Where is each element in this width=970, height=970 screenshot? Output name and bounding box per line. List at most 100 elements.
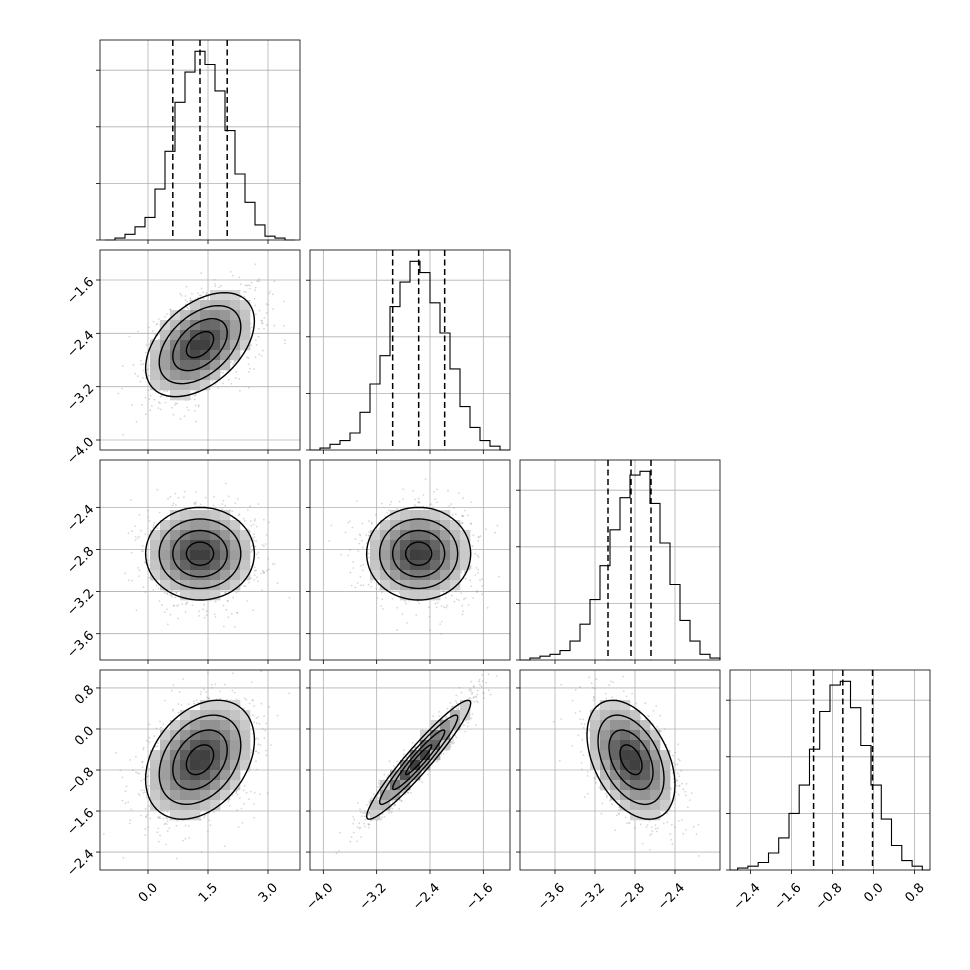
density-cell — [180, 510, 191, 521]
scatter-point — [130, 808, 133, 811]
scatter-point — [213, 278, 216, 281]
scatter-point — [401, 613, 404, 615]
scatter-point — [142, 550, 145, 553]
scatter-point — [194, 410, 196, 412]
density-cell — [170, 570, 181, 581]
scatter-point — [389, 503, 391, 506]
scatter-point — [257, 551, 260, 554]
scatter-point — [141, 544, 144, 547]
scatter-point — [460, 570, 463, 572]
scatter-point — [476, 554, 479, 557]
scatter-point — [253, 803, 256, 805]
scatter-point — [454, 590, 457, 593]
scatter-point — [138, 513, 141, 516]
density-cell — [370, 560, 381, 571]
scatter-point — [179, 418, 182, 420]
scatter-point — [396, 629, 398, 632]
scatter-point — [200, 287, 203, 290]
scatter-point — [255, 539, 257, 542]
scatter-point — [211, 380, 214, 383]
density-cell — [240, 560, 251, 571]
density-cell — [160, 550, 171, 561]
density-cell — [170, 310, 181, 321]
scatter-point — [244, 284, 247, 286]
scatter-point — [213, 613, 216, 616]
scatter-point — [253, 519, 256, 522]
scatter-point — [462, 610, 464, 613]
density-cell — [160, 370, 171, 381]
density-cell — [160, 320, 171, 331]
contour-level — [392, 529, 446, 578]
density-cell — [420, 520, 431, 531]
scatter-point — [237, 514, 240, 517]
contour-level — [185, 331, 215, 359]
scatter-point — [207, 672, 209, 675]
density-cell — [150, 560, 161, 571]
density-cell — [200, 560, 211, 571]
scatter-point — [477, 568, 480, 571]
scatter-point — [151, 330, 154, 333]
density-cell — [210, 310, 221, 321]
scatter-point — [173, 604, 176, 607]
density-cell — [210, 360, 221, 371]
scatter-point — [156, 742, 159, 745]
y-tick-label: −3.2 — [64, 586, 97, 619]
density-cell — [420, 570, 431, 581]
density-cell — [390, 530, 401, 541]
scatter-point — [248, 287, 251, 290]
scatter-point — [406, 622, 408, 624]
scatter-point — [463, 598, 465, 601]
scatter-point — [125, 785, 128, 788]
scatter-point — [224, 591, 227, 594]
scatter-point — [183, 496, 185, 499]
scatter-point — [148, 784, 151, 787]
density-cell — [420, 510, 431, 521]
density-cell — [170, 560, 181, 571]
scatter-point — [127, 532, 130, 535]
density-cell — [410, 530, 421, 541]
scatter-point — [186, 300, 189, 303]
scatter-point — [368, 531, 370, 534]
scatter-point — [150, 405, 153, 407]
scatter-point — [481, 585, 483, 587]
scatter-point — [147, 367, 150, 370]
scatter-point — [396, 606, 399, 609]
contour-level — [405, 541, 433, 567]
density-cell — [200, 550, 211, 561]
scatter-point — [386, 518, 389, 521]
density-cell — [200, 520, 211, 531]
scatter-point — [146, 369, 148, 371]
scatter-point — [231, 510, 234, 513]
density-cell — [200, 300, 211, 311]
scatter-point — [461, 521, 464, 524]
density-cell — [410, 580, 421, 591]
density-cell — [190, 350, 201, 361]
scatter-point — [155, 584, 158, 587]
density-cell — [210, 370, 221, 381]
density-cell — [200, 310, 211, 321]
scatter-point — [258, 327, 260, 330]
scatter-point — [418, 501, 421, 504]
scatter-point — [247, 356, 250, 359]
scatter-point — [252, 537, 254, 540]
scatter-point — [234, 502, 237, 505]
scatter-point — [130, 551, 133, 554]
scatter-point — [263, 572, 265, 574]
density-cell — [410, 510, 421, 521]
scatter-point — [244, 519, 246, 522]
scatter-point — [147, 389, 150, 392]
density-cell — [160, 560, 171, 571]
scatter-point — [251, 549, 254, 552]
scatter-point — [157, 407, 160, 410]
scatter-point — [131, 579, 133, 582]
scatter-point — [350, 584, 353, 587]
scatter-point — [262, 349, 264, 352]
scatter-point — [207, 295, 210, 298]
density-cell — [210, 320, 221, 331]
scatter-point — [269, 290, 272, 293]
scatter-point — [444, 597, 447, 599]
density-cell — [420, 540, 431, 551]
scatter-point — [198, 610, 200, 613]
density-cell — [220, 530, 231, 541]
scatter-point — [243, 290, 246, 293]
